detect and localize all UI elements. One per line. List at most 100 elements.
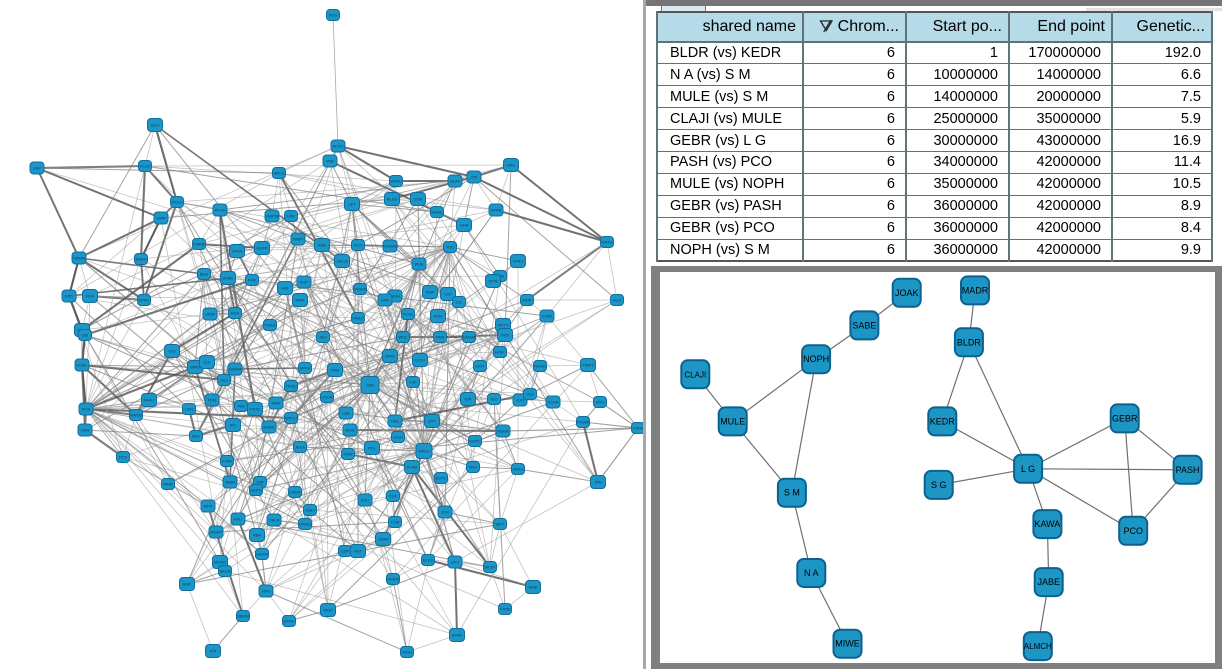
svg-text:HSE: HSE — [391, 419, 400, 424]
svg-text:LIFN: LIFN — [185, 407, 194, 412]
svg-text:PFOH: PFOH — [214, 208, 225, 213]
svg-text:WNR: WNR — [163, 482, 173, 487]
svg-text:RLSD: RLSD — [387, 197, 398, 202]
svg-text:USI: USI — [82, 333, 89, 338]
svg-text:FDW: FDW — [343, 452, 352, 457]
svg-text:FKB: FKB — [501, 333, 509, 338]
svg-text:HTBC: HTBC — [223, 276, 234, 281]
svg-text:IRJ: IRJ — [230, 423, 236, 428]
svg-text:SECR: SECR — [219, 569, 230, 574]
svg-text:IOP: IOP — [465, 397, 472, 402]
svg-text:NHFJ: NHFJ — [513, 259, 523, 264]
svg-text:WPCU: WPCU — [285, 416, 297, 421]
svg-text:USK: USK — [287, 214, 296, 219]
svg-text:MCTT: MCTT — [497, 323, 509, 328]
svg-text:GEBR: GEBR — [1112, 413, 1138, 423]
svg-text:SGO: SGO — [151, 123, 160, 128]
svg-text:JPB: JPB — [594, 480, 602, 485]
svg-text:JDR: JDR — [441, 510, 449, 515]
svg-text:RBH: RBH — [253, 533, 262, 538]
svg-text:HPA: HPA — [381, 298, 389, 303]
svg-text:NBGA: NBGA — [497, 429, 509, 434]
svg-text:ELES: ELES — [423, 558, 434, 563]
svg-text:IEO: IEO — [491, 397, 498, 402]
svg-text:FSIW: FSIW — [633, 426, 643, 431]
svg-text:WCL: WCL — [399, 335, 409, 340]
svg-text:WUE: WUE — [414, 262, 424, 267]
svg-text:ADE: ADE — [318, 243, 327, 248]
svg-text:CKEM: CKEM — [387, 577, 399, 582]
svg-text:KHBS: KHBS — [264, 425, 275, 430]
svg-text:MOAO: MOAO — [214, 560, 226, 565]
svg-text:MULE: MULE — [720, 416, 745, 426]
svg-text:JABE: JABE — [1037, 577, 1060, 587]
svg-text:LET: LET — [348, 202, 356, 207]
svg-text:MOE: MOE — [528, 585, 537, 590]
svg-text:UKRR: UKRR — [256, 552, 267, 557]
svg-text:LPTI: LPTI — [428, 419, 436, 424]
svg-text:HOIF: HOIF — [495, 350, 505, 355]
svg-text:BUP: BUP — [183, 582, 192, 587]
svg-text:RWF: RWF — [295, 298, 305, 303]
svg-text:HCG: HCG — [354, 243, 363, 248]
svg-text:SORC: SORC — [469, 439, 481, 444]
svg-text:NOPH: NOPH — [803, 354, 829, 364]
svg-text:RATU: RATU — [602, 240, 613, 245]
svg-text:L G: L G — [1021, 464, 1035, 474]
svg-text:WIO: WIO — [596, 400, 604, 405]
svg-text:KNKC: KNKC — [390, 179, 401, 184]
svg-text:KGUI: KGUI — [172, 200, 182, 205]
svg-text:FTOC: FTOC — [250, 407, 261, 412]
svg-text:USUR: USUR — [321, 395, 332, 400]
svg-text:FJF: FJF — [410, 380, 417, 385]
svg-text:OALB: OALB — [269, 518, 280, 523]
svg-text:HNLU: HNLU — [274, 171, 285, 176]
svg-text:WPT: WPT — [496, 522, 505, 527]
svg-text:HUT: HUT — [354, 549, 363, 554]
svg-text:FKA: FKA — [86, 294, 94, 299]
svg-text:N A: N A — [804, 568, 819, 578]
svg-text:SEJ: SEJ — [319, 335, 326, 340]
svg-text:OMMN: OMMN — [73, 256, 86, 261]
svg-text:LPDN: LPDN — [232, 249, 243, 254]
svg-text:MPK: MPK — [204, 504, 213, 509]
svg-text:CCI: CCI — [445, 292, 452, 297]
svg-text:BWCE: BWCE — [130, 413, 142, 418]
svg-text:POL: POL — [368, 446, 377, 451]
svg-text:SHEG: SHEG — [135, 257, 146, 262]
svg-text:WRUJ: WRUJ — [418, 449, 430, 454]
svg-text:UPC: UPC — [451, 560, 460, 565]
svg-text:RBUM: RBUM — [237, 614, 249, 619]
svg-text:BLDR: BLDR — [957, 337, 982, 347]
svg-text:HGNM: HGNM — [229, 367, 241, 372]
svg-text:CMGM: CMGM — [463, 335, 476, 340]
svg-text:SCUL: SCUL — [403, 312, 414, 317]
svg-text:UIJN: UIJN — [414, 197, 423, 202]
svg-text:PMI: PMI — [326, 159, 333, 164]
svg-text:EOIB: EOIB — [542, 314, 552, 319]
svg-text:HGFP: HGFP — [256, 246, 267, 251]
svg-text:UEN: UEN — [81, 428, 90, 433]
svg-text:UEPD: UEPD — [250, 488, 261, 493]
svg-text:USP: USP — [33, 166, 42, 171]
svg-text:FUS: FUS — [329, 13, 337, 18]
svg-text:HLAP: HLAP — [450, 179, 461, 184]
svg-text:SCKB: SCKB — [548, 400, 559, 405]
svg-text:BUH: BUH — [200, 272, 209, 277]
svg-text:DWS: DWS — [385, 354, 395, 359]
svg-text:OSBA: OSBA — [289, 490, 300, 495]
svg-text:MKJ: MKJ — [469, 465, 477, 470]
svg-text:AILW: AILW — [345, 428, 355, 433]
svg-text:MHP: MHP — [272, 401, 281, 406]
svg-text:MND: MND — [435, 335, 444, 340]
svg-text:BJTO: BJTO — [436, 476, 446, 481]
svg-text:TJMB: TJMB — [500, 607, 511, 612]
svg-text:KRJ: KRJ — [234, 517, 242, 522]
svg-text:GINH: GINH — [390, 294, 400, 299]
svg-text:CDP: CDP — [341, 549, 350, 554]
svg-text:MHP: MHP — [523, 298, 532, 303]
svg-text:WGPP: WGPP — [210, 530, 223, 535]
svg-text:WOF: WOF — [323, 608, 333, 613]
svg-text:FWKT: FWKT — [582, 363, 594, 368]
svg-text:CJL: CJL — [455, 300, 463, 305]
